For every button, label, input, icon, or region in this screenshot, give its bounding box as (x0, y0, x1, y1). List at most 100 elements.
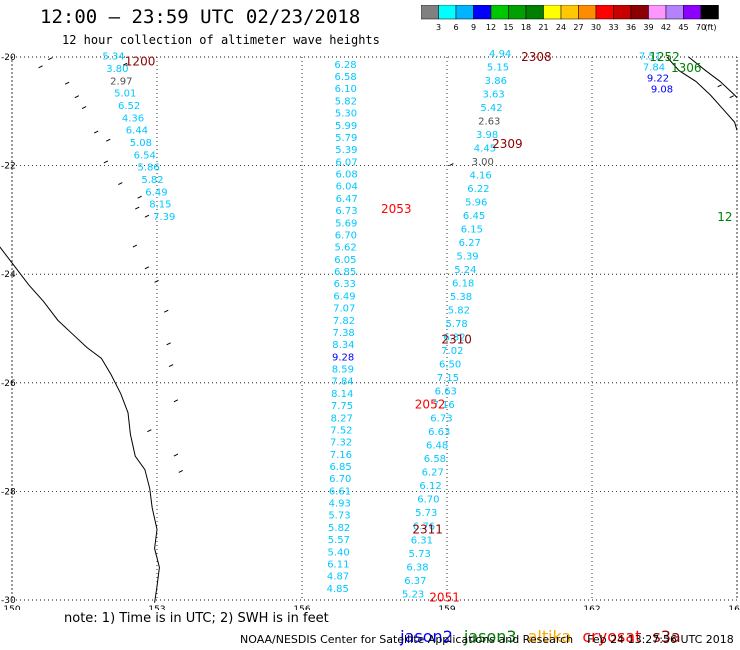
swh-value: 7.39 (153, 212, 175, 223)
coastline (0, 56, 738, 603)
swh-value: 6.38 (406, 562, 428, 573)
swh-value: 7.84 (331, 377, 353, 388)
swh-value: 5.79 (335, 133, 357, 144)
credit-line: NOAA/NESDIS Center for Satellite Applica… (240, 633, 734, 646)
colorbar-tick-label: 12 (486, 23, 496, 32)
axis-labels: 150 153 156 159 162 165 -20 -22 -24 -26 -28 -30 (1, 53, 740, 610)
swh-value: 7.51 (639, 52, 661, 63)
swh-value: 3.86 (485, 76, 507, 87)
pass-time-label: 2052 (415, 398, 446, 412)
swh-value: 5.82 (141, 175, 163, 186)
swh-value: 6.32 (443, 333, 465, 344)
lon-tick-label: 159 (438, 605, 455, 610)
swh-value: 5.08 (130, 138, 152, 149)
swh-value: 6.76 (413, 522, 435, 533)
swh-value: 9.28 (332, 352, 354, 363)
swh-value: 6.15 (461, 225, 483, 236)
mission-legend: jason2 jason3 altika cryosat s3a (390, 608, 692, 646)
swh-value: 6.58 (424, 454, 446, 465)
swh-value: 6.10 (335, 84, 357, 95)
swh-value: 6.33 (334, 279, 356, 290)
swh-value: 5.73 (415, 508, 437, 519)
swh-value: 3.80 (106, 64, 128, 75)
lon-tick-label: 165 (728, 605, 740, 610)
swh-value: 7.84 (643, 63, 665, 74)
swh-value: 6.12 (419, 481, 441, 492)
swh-value: 6.22 (467, 184, 489, 195)
swh-value: 5.96 (465, 198, 487, 209)
altimeter-map: 5.343.802.97 5.016.524.36 6.445.086.54 5.86… (0, 49, 740, 610)
swh-value: 5.34 (102, 52, 124, 63)
colorbar-tick-label: 33 (608, 23, 618, 32)
swh-value: 4.93 (329, 499, 351, 510)
swh-value: 6.28 (334, 60, 356, 71)
swh-value: 5.39 (335, 145, 357, 156)
swh-value: 6.08 (335, 170, 357, 181)
swh-value: 4.85 (327, 584, 349, 595)
swh-value: 3.63 (483, 90, 505, 101)
swh-value: 4.87 (327, 572, 349, 583)
swh-value: 6.45 (463, 211, 485, 222)
swh-value: 5.86 (138, 163, 160, 174)
swh-value: 6.04 (336, 182, 358, 193)
mission-jason3: jason3 (463, 627, 517, 646)
footnote-text: note: 1) Time is in UTC; 2) SWH is in fe… (64, 611, 329, 626)
pass-time-label: 2053 (381, 202, 412, 216)
swh-value: 6.31 (411, 535, 433, 546)
swh-value: 5.38 (450, 292, 472, 303)
swh-value: 7.07 (333, 304, 355, 315)
swh-value: 9.22 (647, 73, 669, 84)
lat-tick-label: -30 (1, 596, 16, 606)
swh-value: 6.58 (334, 72, 356, 83)
lat-tick-label: -26 (1, 379, 16, 389)
colorbar-tick-label: 42 (661, 23, 671, 32)
swh-value: 6.47 (336, 194, 358, 205)
swh-value: 6.63 (435, 387, 457, 398)
swh-value: 5.82 (328, 523, 350, 534)
swh-value: 6.49 (333, 291, 355, 302)
swh-value: 4.45 (474, 144, 496, 155)
lon-tick-label: 153 (148, 605, 165, 610)
swh-value: 5.82 (448, 306, 470, 317)
colorbar-tick-label: 3 (436, 23, 441, 32)
swh-value: 6.70 (329, 474, 351, 485)
swh-value: 7.16 (432, 400, 454, 411)
pass-time-label: 2311 (412, 522, 443, 536)
swh-value: 5.23 (402, 589, 424, 600)
colorbar-tick-label: 27 (573, 23, 583, 32)
swh-value: 5.15 (487, 63, 509, 74)
credit-timestamp: Feb 24 13:27:56 UTC 2018 (587, 633, 734, 646)
swh-value: 6.07 (335, 157, 357, 168)
colorbar-tick-label: 30 (591, 23, 601, 32)
mission-altika: altika (527, 627, 572, 646)
swh-value: 6.54 (134, 150, 156, 161)
pass-time-label: 2309 (492, 137, 523, 151)
swh-value: 9.08 (651, 84, 673, 95)
colorbar-legend: 3 6 9 12 15 18 21 24 27 30 33 36 39 42 45 70(ft) (421, 5, 719, 32)
pass-time-label: 2308 (521, 50, 552, 64)
swh-value: 8.27 (331, 413, 353, 424)
swh-value: 4.94 (489, 49, 511, 60)
swh-value: 6.73 (430, 414, 452, 425)
colorbar-tick-label: 45 (678, 23, 688, 32)
swh-value: 6.05 (334, 255, 356, 266)
swh-value: 6.18 (452, 279, 474, 290)
colorbar-tick-label: 21 (538, 23, 548, 32)
swh-value: 5.57 (328, 535, 350, 546)
colorbar-tick-label: 24 (556, 23, 566, 32)
swh-value: 6.27 (422, 468, 444, 479)
lon-tick-label: 162 (583, 605, 600, 610)
swh-value: 7.38 (333, 328, 355, 339)
pass-time-label: 1306 (671, 61, 702, 75)
swh-value: 5.99 (335, 121, 357, 132)
swh-value: 8.59 (332, 365, 354, 376)
swh-value: 6.44 (126, 126, 148, 137)
lat-tick-label: -28 (1, 487, 16, 497)
swh-value: 8.15 (149, 200, 171, 211)
swh-value: 6.48 (426, 441, 448, 452)
altimeter-tracks: 5.343.802.97 5.016.524.36 6.445.086.54 5.86… (102, 49, 673, 600)
lat-tick-label: -22 (1, 162, 16, 172)
swh-value: 6.70 (335, 230, 357, 241)
swh-value: 6.61 (329, 486, 351, 497)
swh-value: 7.82 (333, 316, 355, 327)
